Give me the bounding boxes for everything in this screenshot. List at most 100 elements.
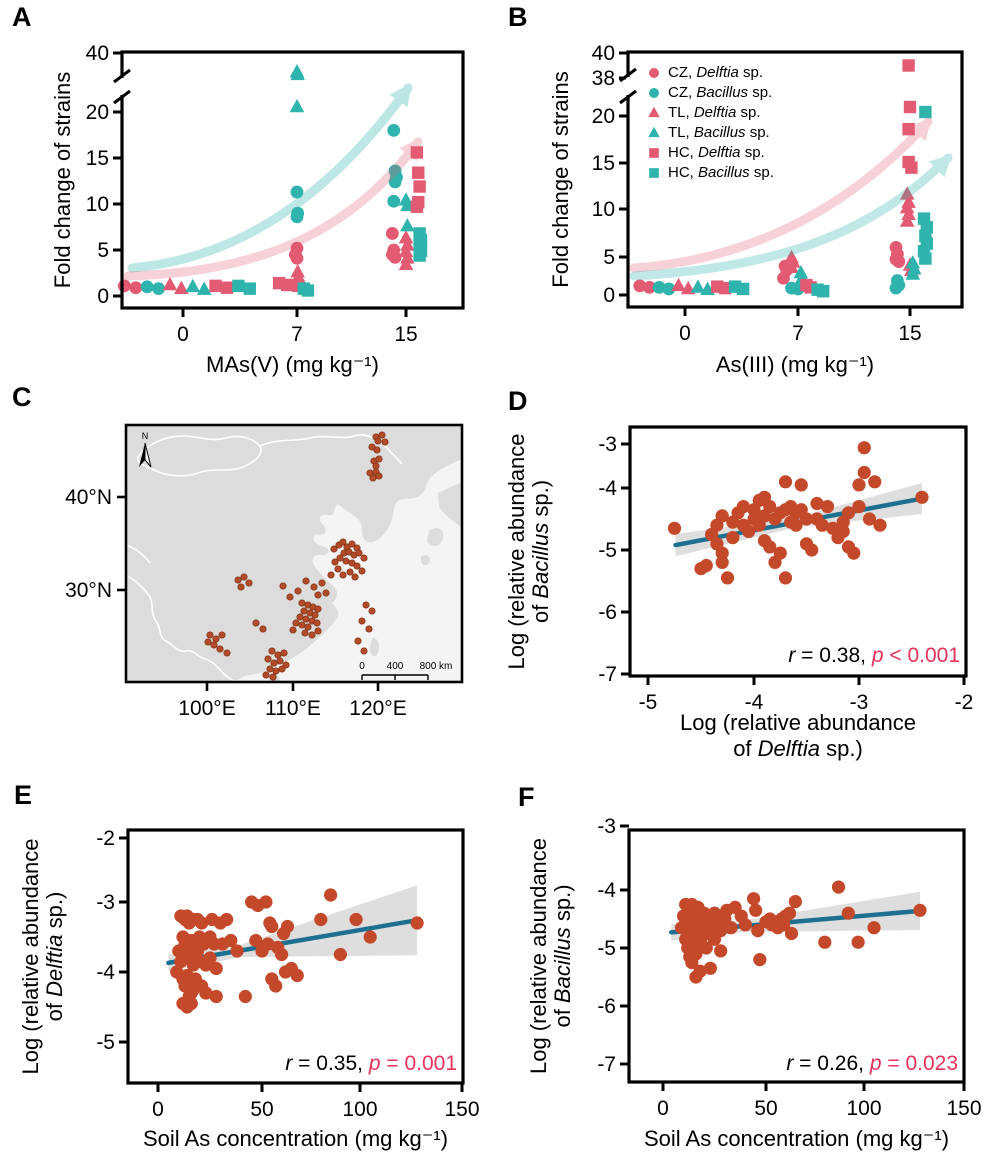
svg-text:50: 50 (754, 1097, 777, 1120)
svg-text:15: 15 (394, 323, 417, 346)
svg-text:0: 0 (679, 322, 691, 345)
svg-text:5: 5 (603, 246, 615, 269)
svg-text:150: 150 (946, 1097, 981, 1120)
svg-text:-4: -4 (598, 477, 617, 500)
svg-text:0: 0 (603, 284, 615, 307)
svg-text:100: 100 (846, 1097, 881, 1120)
svg-text:0: 0 (97, 285, 109, 308)
series-cz-delftia-sp- (633, 241, 906, 294)
svg-text:-6: -6 (597, 995, 616, 1018)
svg-text:TL, Delftia sp.: TL, Delftia sp. (668, 104, 761, 121)
panel-c-map: N 0 400 800 km 40°N 30°N 100°E 110°E 120°E (65, 423, 464, 720)
svg-text:-7: -7 (598, 663, 617, 686)
svg-text:0: 0 (657, 1097, 669, 1120)
series-tl-bacillus-sp- (185, 64, 415, 295)
svg-text:38: 38 (592, 67, 615, 90)
data-points (170, 888, 424, 1014)
panel-label-d: D (508, 386, 528, 416)
svg-text:Soil As concentration (mg kg⁻¹: Soil As concentration (mg kg⁻¹) (143, 1126, 448, 1151)
svg-text:120°E: 120°E (349, 697, 406, 720)
svg-text:r = 0.26, p = 0.023: r = 0.26, p = 0.023 (786, 1052, 958, 1075)
svg-text:Soil As concentration (mg kg⁻¹: Soil As concentration (mg kg⁻¹) (644, 1126, 949, 1151)
svg-text:-5: -5 (598, 539, 617, 562)
panel-label-b: B (508, 2, 528, 32)
svg-text:7: 7 (291, 323, 303, 346)
data-points (674, 880, 927, 984)
axes: 0 50 100 150 -2 -3 -4 -5 (96, 827, 479, 1121)
svg-text:800 km: 800 km (420, 661, 453, 672)
svg-text:HC, Bacillus sp.: HC, Bacillus sp. (668, 164, 774, 181)
svg-text:15: 15 (592, 152, 615, 175)
svg-text:-5: -5 (639, 691, 658, 714)
panel-label-f: F (518, 782, 535, 812)
svg-text:CZ, Bacillus sp.: CZ, Bacillus sp. (668, 84, 772, 101)
panel-a-chart: 0 7 15 0 5 10 15 20 40 MAs(V) (mg kg⁻¹) Fold chang… (50, 42, 465, 377)
svg-text:-2: -2 (96, 827, 115, 850)
map-sample-dots (204, 431, 389, 681)
svg-text:100°E: 100°E (178, 697, 235, 720)
trend-arrow (123, 137, 423, 281)
scale-bar: 0 400 800 km (359, 661, 452, 680)
axes: 0 7 15 0 5 10 15 20 40 (86, 42, 465, 346)
panel-d-chart: -5 -4 -3 -2 -3 -4 -5 -6 -7 Log (relative abundanc… (504, 425, 973, 761)
map-land (126, 425, 462, 682)
svg-text:30°N: 30°N (65, 579, 112, 602)
svg-text:10: 10 (592, 198, 615, 221)
svg-text:40: 40 (86, 42, 109, 65)
axes: 0 50 100 150 -3 -4 -5 -6 -7 (597, 815, 981, 1120)
svg-text:100: 100 (342, 1098, 377, 1121)
svg-text:N: N (142, 431, 149, 441)
svg-text:7: 7 (792, 322, 804, 345)
panel-f-chart: 0 50 100 150 -3 -4 -5 -6 -7 Soil As concentration… (526, 815, 982, 1151)
series-hc-bacillus-sp- (728, 105, 933, 298)
svg-text:Fold change of strains: Fold change of strains (548, 71, 573, 287)
legend: CZ, Delftia sp. CZ, Bacillus sp. TL, Delft… (648, 64, 774, 181)
svg-text:-4: -4 (745, 691, 764, 714)
series-cz-bacillus-sp- (652, 274, 906, 296)
svg-text:10: 10 (86, 193, 109, 216)
svg-text:0: 0 (359, 661, 365, 672)
svg-text:20: 20 (86, 101, 109, 124)
svg-text:-5: -5 (96, 1031, 115, 1054)
svg-text:0: 0 (152, 1098, 164, 1121)
svg-text:40°N: 40°N (65, 486, 112, 509)
svg-text:-5: -5 (597, 937, 616, 960)
svg-text:HC, Delftia sp.: HC, Delftia sp. (668, 144, 765, 161)
svg-text:-6: -6 (598, 601, 617, 624)
svg-text:Fold change of strains: Fold change of strains (50, 72, 75, 288)
svg-text:of Bacillus sp.): of Bacillus sp.) (550, 884, 575, 1027)
data-points (667, 441, 929, 585)
svg-text:TL, Bacillus sp.: TL, Bacillus sp. (668, 124, 770, 141)
panel-label-a: A (12, 2, 32, 32)
svg-text:400: 400 (387, 661, 404, 672)
svg-text:5: 5 (97, 239, 109, 262)
axes: -5 -4 -3 -2 -3 -4 -5 -6 -7 (598, 425, 973, 714)
svg-text:0: 0 (177, 323, 189, 346)
svg-text:r = 0.38, p < 0.001: r = 0.38, p < 0.001 (788, 644, 960, 667)
svg-text:-3: -3 (96, 891, 115, 914)
svg-text:Log (relative abundance: Log (relative abundance (504, 433, 529, 669)
panel-label-e: E (14, 780, 33, 810)
svg-text:40: 40 (592, 42, 615, 65)
trend-arrow (127, 83, 413, 273)
svg-text:50: 50 (250, 1098, 273, 1121)
svg-text:As(III) (mg kg⁻¹): As(III) (mg kg⁻¹) (716, 352, 874, 377)
series-hc-delftia-sp- (209, 146, 426, 294)
svg-text:-4: -4 (597, 879, 616, 902)
svg-text:-3: -3 (598, 433, 617, 456)
svg-text:20: 20 (592, 105, 615, 128)
svg-text:Log (relative abundance: Log (relative abundance (18, 838, 43, 1074)
panel-label-c: C (12, 382, 32, 412)
svg-text:Log (relative abundance: Log (relative abundance (680, 710, 916, 735)
svg-text:-3: -3 (850, 691, 869, 714)
svg-text:150: 150 (444, 1098, 479, 1121)
svg-text:MAs(V) (mg kg⁻¹): MAs(V) (mg kg⁻¹) (206, 352, 379, 377)
series-cz-bacillus-sp- (140, 123, 403, 296)
svg-text:15: 15 (86, 147, 109, 170)
svg-text:of Delftia sp.): of Delftia sp.) (733, 736, 863, 761)
svg-text:110°E: 110°E (265, 697, 321, 720)
map-content: N 0 400 800 km (126, 425, 462, 682)
